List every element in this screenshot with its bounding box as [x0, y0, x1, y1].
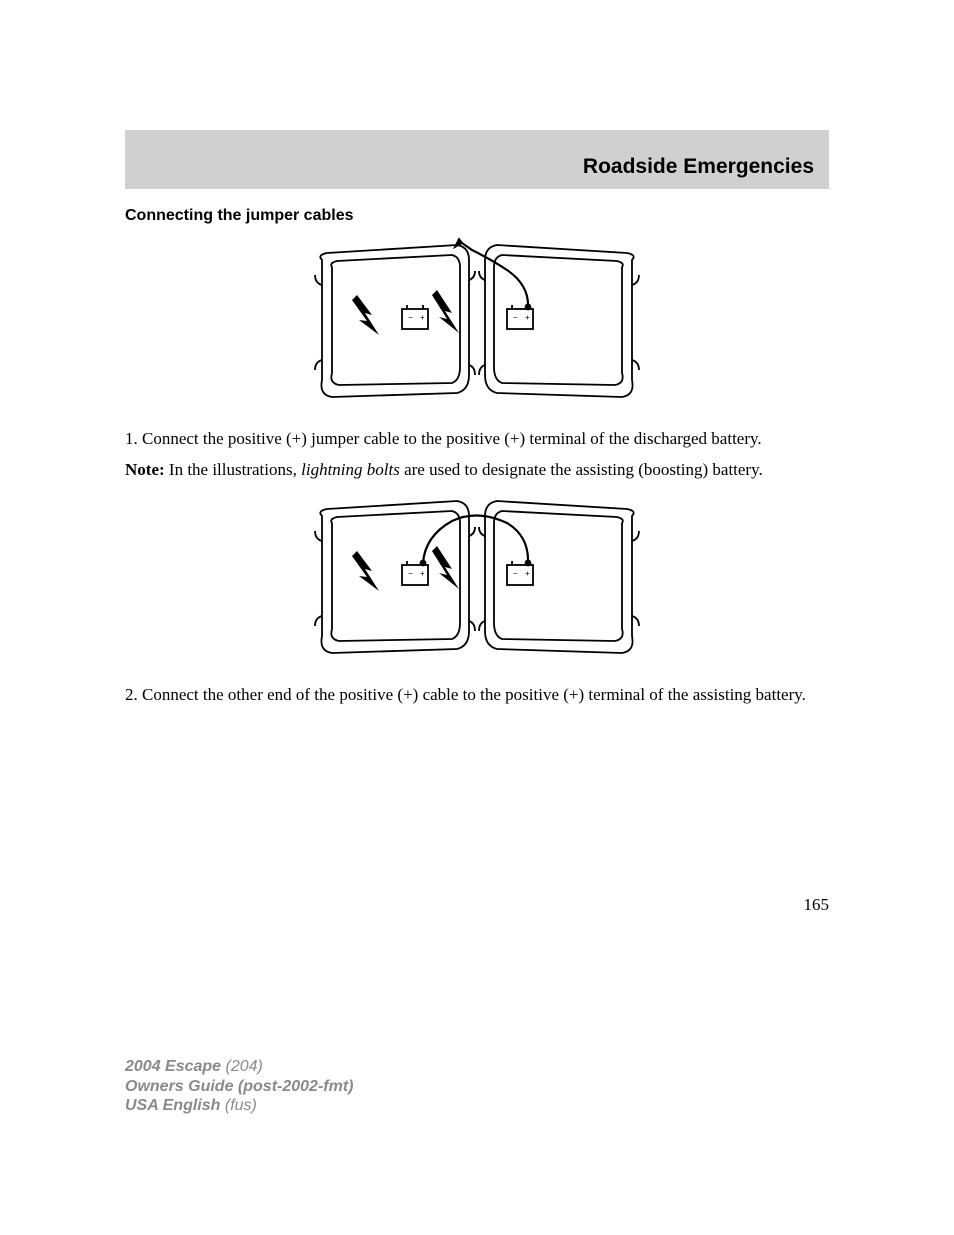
- footer-line1: 2004 Escape (204): [125, 1057, 353, 1076]
- page-content: Roadside Emergencies Connecting the jump…: [0, 0, 954, 915]
- footer-guide: Owners Guide (post-2002-fmt): [125, 1078, 353, 1095]
- battery-minus-label: −: [408, 569, 413, 578]
- footer-lang: USA English: [125, 1097, 220, 1114]
- note-body-2: are used to designate the assisting (boo…: [400, 460, 763, 479]
- note-text: Note: In the illustrations, lightning bo…: [125, 459, 829, 480]
- battery-minus-label: −: [513, 569, 518, 578]
- step1-text: 1. Connect the positive (+) jumper cable…: [125, 428, 829, 449]
- diagram-jumper-step1: − + − +: [125, 235, 829, 410]
- note-label: Note:: [125, 460, 165, 479]
- header-title: Roadside Emergencies: [583, 155, 814, 178]
- header-bar: Roadside Emergencies: [125, 130, 829, 189]
- note-body-1: In the illustrations,: [165, 460, 301, 479]
- footer-code3: (fus): [220, 1097, 256, 1114]
- footer-vehicle: 2004 Escape: [125, 1058, 221, 1075]
- footer-code1: (204): [221, 1058, 263, 1075]
- footer: 2004 Escape (204) Owners Guide (post-200…: [125, 1057, 353, 1115]
- footer-line2: Owners Guide (post-2002-fmt): [125, 1077, 353, 1096]
- section-heading: Connecting the jumper cables: [125, 207, 829, 225]
- note-italic: lightning bolts: [301, 460, 400, 479]
- battery-plus-label: +: [420, 313, 425, 322]
- diagram-jumper-step2: − + − +: [125, 491, 829, 666]
- battery-plus-label: +: [525, 569, 530, 578]
- footer-line3: USA English (fus): [125, 1096, 353, 1115]
- page-number: 165: [125, 895, 829, 915]
- battery-minus-label: −: [408, 313, 413, 322]
- step2-text: 2. Connect the other end of the positive…: [125, 684, 829, 705]
- battery-plus-label: +: [420, 569, 425, 578]
- battery-minus-label: −: [513, 313, 518, 322]
- battery-plus-label: +: [525, 313, 530, 322]
